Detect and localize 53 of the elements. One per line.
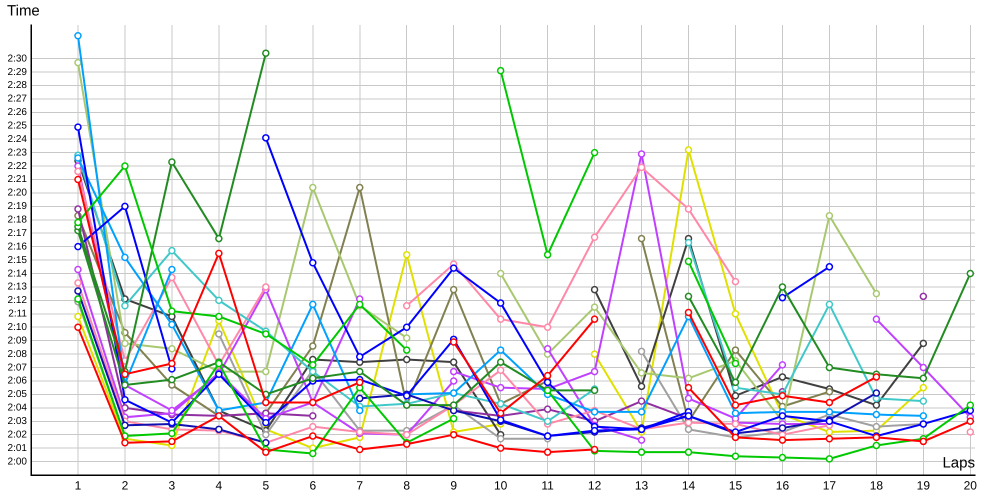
y-tick-label: 2:17 (8, 228, 28, 239)
y-tick-label: 2:07 (8, 362, 28, 374)
x-tick-label: 15 (728, 478, 742, 493)
x-tick-label: 1 (74, 478, 82, 493)
y-tick-label: 2:02 (8, 429, 28, 440)
y-tick-label: 2:18 (8, 214, 28, 226)
x-tick-label: 18 (870, 478, 884, 493)
x-tick-label: 8 (403, 478, 410, 493)
x-tick-label: 17 (822, 478, 836, 493)
y-tick-label: 2:20 (8, 188, 28, 199)
y-tick-label: 2:23 (8, 147, 28, 158)
x-tick-label: 12 (588, 478, 602, 493)
y-tick-label: 2:28 (8, 80, 28, 92)
x-tick-label: 16 (776, 478, 790, 493)
y-tick-label: 2:00 (8, 456, 28, 468)
y-tick-label: 2:13 (8, 282, 28, 293)
x-tick-label: 20 (964, 478, 978, 493)
y-tick-label: 2:22 (8, 160, 28, 172)
y-tick-label: 2:11 (8, 308, 28, 320)
x-tick-label: 9 (450, 478, 458, 493)
y-tick-label: 2:05 (8, 389, 28, 400)
y-axis-title: Time (7, 2, 40, 20)
y-tick-label: 2:09 (8, 335, 28, 346)
x-tick-label: 19 (916, 478, 930, 493)
x-axis-title: Laps (942, 454, 975, 472)
x-tick-label: 14 (682, 478, 696, 493)
x-tick-label: 7 (356, 478, 364, 493)
y-tick-label: 2:06 (8, 376, 28, 387)
x-tick-label: 5 (262, 478, 270, 493)
y-tick-label: 2:30 (8, 53, 28, 64)
y-tick-label: 2:25 (8, 120, 28, 132)
y-tick-label: 2:27 (8, 94, 28, 105)
y-tick-label: 2:26 (8, 107, 28, 118)
x-tick-label: 11 (541, 478, 554, 493)
y-tick-label: 2:21 (8, 174, 28, 186)
x-tick-label: 13 (634, 478, 649, 493)
y-tick-label: 2:24 (8, 134, 28, 145)
x-tick-label: 3 (168, 478, 176, 493)
x-tick-label: 2 (122, 478, 129, 493)
y-tick-label: 2:29 (8, 66, 28, 78)
x-tick-label: 10 (494, 478, 508, 493)
y-tick-label: 2:01 (8, 442, 28, 454)
y-tick-label: 2:12 (8, 295, 28, 306)
y-tick-label: 2:04 (8, 402, 28, 414)
x-tick-label: 4 (216, 478, 223, 493)
x-tick-label: 6 (309, 478, 316, 493)
y-tick-label: 2:14 (8, 268, 28, 280)
y-tick-label: 2:03 (8, 416, 28, 428)
y-tick-label: 2:19 (8, 201, 28, 212)
y-tick-label: 2:10 (8, 322, 28, 333)
y-tick-label: 2:15 (8, 254, 28, 266)
y-tick-label: 2:08 (8, 348, 28, 360)
y-tick-label: 2:16 (8, 241, 28, 252)
